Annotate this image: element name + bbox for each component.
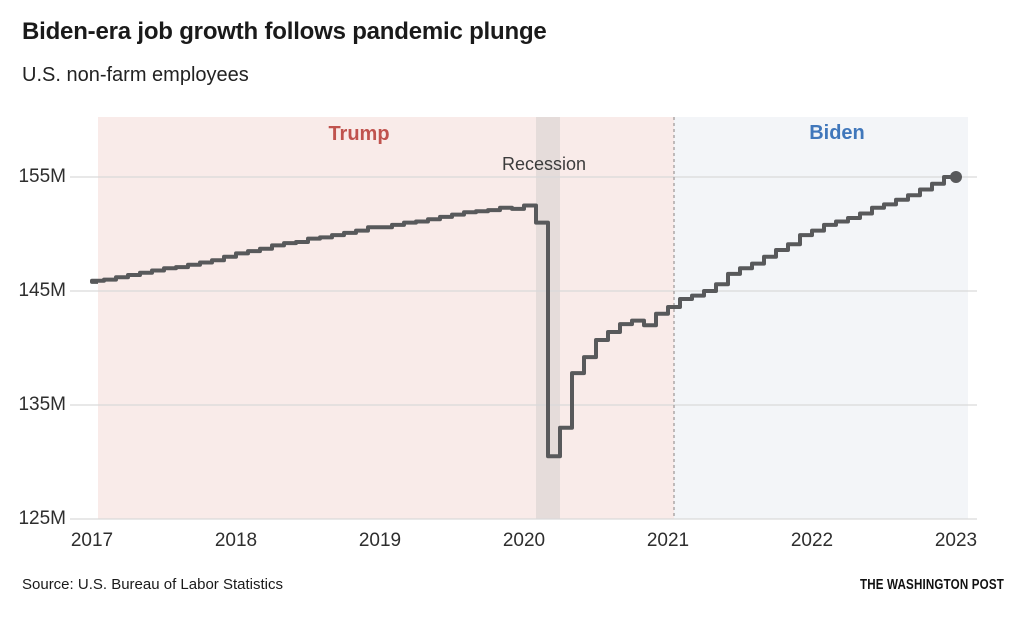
x-tick-2018: 2018 xyxy=(214,530,258,551)
recession-label: Recession xyxy=(501,154,587,174)
latest-value-dot xyxy=(950,171,962,183)
gridlines xyxy=(70,176,977,520)
employment-step-line xyxy=(90,175,956,459)
trump-era-region xyxy=(98,117,674,519)
biden-era-region xyxy=(674,117,968,519)
chart-title: Biden-era job growth follows pandemic pl… xyxy=(22,18,547,45)
trump-era-label: Trump xyxy=(328,123,390,145)
y-tick-155M: 155M xyxy=(18,166,66,187)
x-tick-2023: 2023 xyxy=(934,530,978,551)
y-tick-125M: 125M xyxy=(18,508,66,529)
y-tick-145M: 145M xyxy=(18,280,66,301)
biden-era-label: Biden xyxy=(809,122,865,144)
chart-subtitle: U.S. non-farm employees xyxy=(22,64,249,86)
x-tick-2019: 2019 xyxy=(358,530,402,551)
washington-post-masthead: THE WASHINGTON POST xyxy=(860,577,1004,593)
x-tick-2022: 2022 xyxy=(790,530,834,551)
source-credit: Source: U.S. Bureau of Labor Statistics xyxy=(22,576,283,593)
x-tick-2020: 2020 xyxy=(502,530,546,551)
x-tick-2021: 2021 xyxy=(646,530,690,551)
x-tick-2017: 2017 xyxy=(70,530,114,551)
y-tick-135M: 135M xyxy=(18,394,66,415)
